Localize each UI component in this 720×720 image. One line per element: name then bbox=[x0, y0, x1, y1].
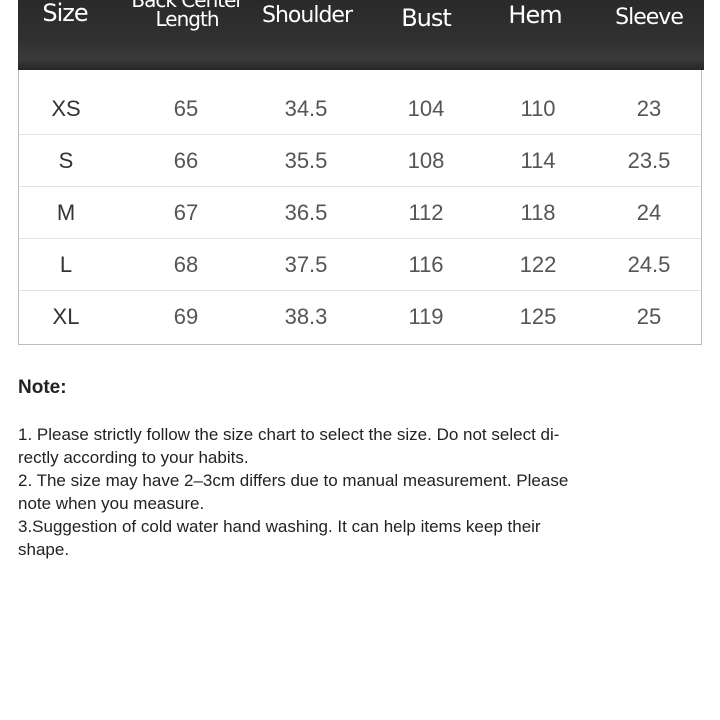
table-cell: 36.5 bbox=[284, 200, 328, 225]
table-cell: 65 bbox=[173, 96, 199, 121]
table-cell: 25 bbox=[636, 304, 662, 329]
table-cell: 119 bbox=[408, 304, 444, 329]
table-cell: 125 bbox=[519, 304, 557, 329]
header-size: Size bbox=[42, 0, 88, 27]
table-row: L 68 37.5 116 122 24.5 bbox=[19, 239, 701, 291]
table-cell: 122 bbox=[519, 252, 557, 277]
table-cell: 38.3 bbox=[284, 304, 328, 329]
note-line: note when you measure. bbox=[18, 494, 205, 513]
table-cell: 108 bbox=[407, 148, 445, 173]
header-bust: Bust bbox=[401, 4, 452, 32]
table-cell: 118 bbox=[520, 200, 556, 225]
table-cell: 110 bbox=[520, 96, 556, 121]
notes-title: Note: bbox=[18, 377, 67, 398]
table-cell: 67 bbox=[173, 200, 199, 225]
table-row: M 67 36.5 112 118 24 bbox=[19, 187, 701, 239]
header-back-center-length: Back Center Length bbox=[131, 0, 243, 31]
note-line: rectly according to your habits. bbox=[18, 448, 249, 467]
note-line: shape. bbox=[18, 540, 70, 559]
table-cell: 24.5 bbox=[627, 252, 671, 277]
header-hem: Hem bbox=[508, 1, 562, 29]
table-cell: 23 bbox=[636, 96, 662, 121]
table-row: XS 65 34.5 104 110 23 bbox=[19, 83, 701, 135]
header-shoulder: Shoulder bbox=[262, 3, 353, 28]
table-cell: 35.5 bbox=[284, 148, 328, 173]
table-cell: XS bbox=[51, 96, 81, 121]
note-line: 3.Suggestion of cold water hand washing.… bbox=[18, 517, 541, 536]
table-cell: 66 bbox=[173, 148, 199, 173]
notes-section: Note: 1. Please strictly follow the size… bbox=[18, 377, 698, 561]
table-cell: 116 bbox=[408, 252, 444, 277]
table-cell: M bbox=[56, 200, 76, 225]
table-cell: 34.5 bbox=[284, 96, 328, 121]
table-header: Size Back Center Length Shoulder Bust He… bbox=[18, 0, 704, 70]
note-line: 1. Please strictly follow the size chart… bbox=[18, 425, 560, 444]
table-cell: 37.5 bbox=[284, 252, 328, 277]
table-row: S 66 35.5 108 114 23.5 bbox=[19, 135, 701, 187]
table-row: XL 69 38.3 119 125 25 bbox=[19, 291, 701, 343]
table-cell: 69 bbox=[173, 304, 199, 329]
table-cell: 24 bbox=[636, 200, 662, 225]
table-cell: 68 bbox=[173, 252, 199, 277]
table-cell: S bbox=[58, 148, 74, 173]
table-cell: 104 bbox=[407, 96, 445, 121]
table-cell: XL bbox=[52, 304, 80, 329]
table-cell: 112 bbox=[408, 200, 444, 225]
size-table-body: XS 65 34.5 104 110 23 S 66 35.5 108 114 23.5 M 67 36.5… bbox=[18, 70, 702, 345]
table-cell: 114 bbox=[520, 148, 556, 173]
table-cell: 23.5 bbox=[627, 148, 671, 173]
note-line: 2. The size may have 2–3cm differs due t… bbox=[18, 471, 569, 490]
header-sleeve: Sleeve bbox=[615, 5, 684, 30]
table-cell: L bbox=[59, 252, 73, 277]
